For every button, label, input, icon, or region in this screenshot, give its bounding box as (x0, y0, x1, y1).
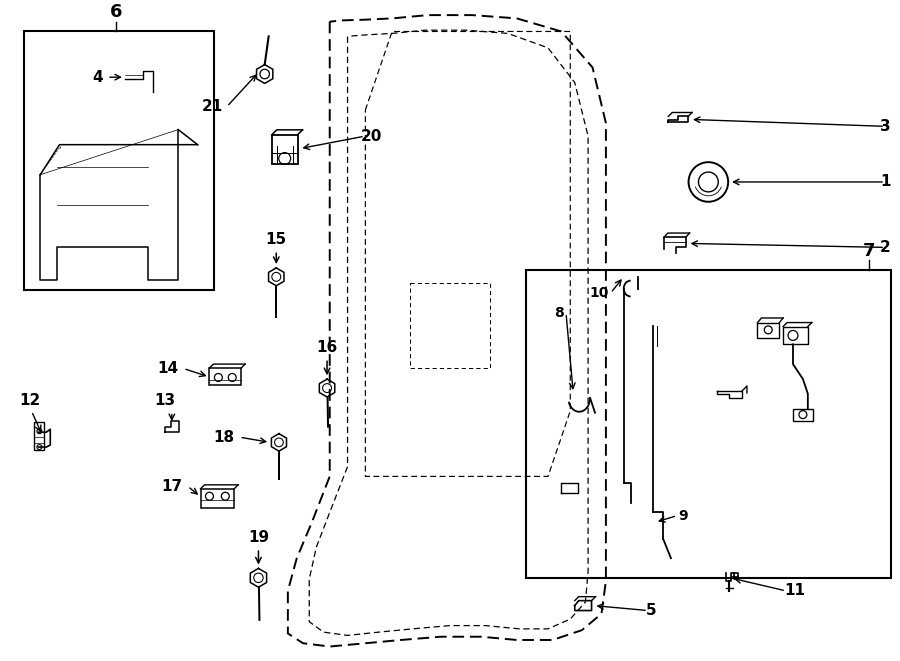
Bar (24, 32, 214, 290)
Text: 17: 17 (162, 479, 183, 494)
Bar (210, 368, 241, 385)
Text: 13: 13 (155, 393, 176, 408)
Text: 19: 19 (248, 530, 269, 545)
Bar (758, 323, 779, 338)
Bar (34, 422, 44, 450)
Text: 21: 21 (202, 99, 223, 114)
Text: 18: 18 (213, 430, 234, 445)
Text: 10: 10 (590, 286, 608, 300)
Text: 1: 1 (880, 175, 891, 190)
Bar (526, 270, 891, 578)
Text: 8: 8 (554, 306, 564, 320)
Text: 2: 2 (880, 240, 891, 255)
Text: 6: 6 (110, 3, 122, 21)
Bar (793, 408, 813, 420)
Text: 11: 11 (784, 584, 806, 598)
Text: 4: 4 (93, 69, 103, 85)
Text: 5: 5 (646, 603, 657, 618)
Text: 12: 12 (19, 393, 40, 408)
Text: 15: 15 (266, 233, 287, 247)
Bar (272, 135, 298, 165)
Bar (783, 327, 808, 344)
Text: 7: 7 (862, 242, 875, 260)
Text: 3: 3 (880, 119, 891, 134)
Text: 14: 14 (158, 361, 178, 376)
Text: 9: 9 (678, 509, 688, 523)
Bar (201, 488, 234, 508)
Text: 16: 16 (317, 340, 338, 356)
Text: 20: 20 (361, 129, 382, 143)
